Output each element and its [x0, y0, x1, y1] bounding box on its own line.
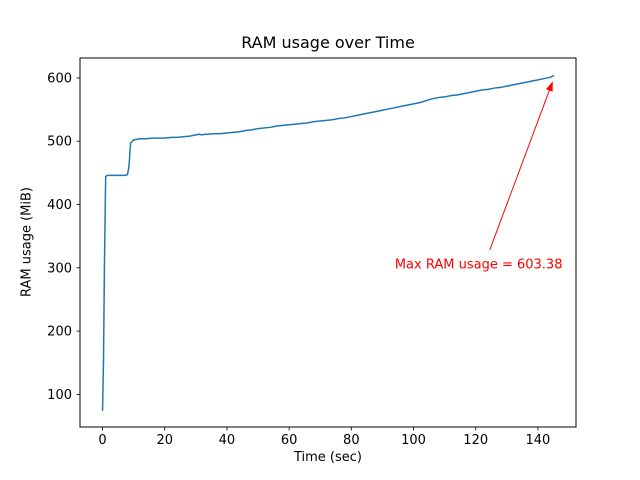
x-tick-label: 120	[463, 433, 488, 448]
y-tick-label: 200	[47, 325, 72, 340]
x-tick-label: 140	[525, 433, 550, 448]
x-tick-label: 20	[156, 433, 173, 448]
axes-box	[79, 57, 577, 428]
x-tick-label: 0	[98, 433, 106, 448]
x-axis-label: Time (sec)	[293, 450, 362, 465]
x-tick-label: 100	[401, 433, 426, 448]
chart-title: RAM usage over Time	[241, 33, 415, 52]
y-tick-label: 300	[47, 261, 72, 276]
line-series-ram-usage	[101, 75, 555, 411]
annotation-arrow-head	[546, 81, 553, 92]
y-tick-label: 400	[47, 198, 72, 213]
annotation-text: Max RAM usage = 603.38	[395, 258, 563, 273]
y-tick-label: 500	[47, 135, 72, 150]
y-tick-label: 100	[47, 388, 72, 403]
x-tick-label: 60	[281, 433, 298, 448]
x-tick-label: 40	[219, 433, 236, 448]
x-tick-label: 80	[343, 433, 360, 448]
annotation-arrow-line	[489, 90, 550, 251]
y-tick-label: 600	[47, 71, 72, 86]
